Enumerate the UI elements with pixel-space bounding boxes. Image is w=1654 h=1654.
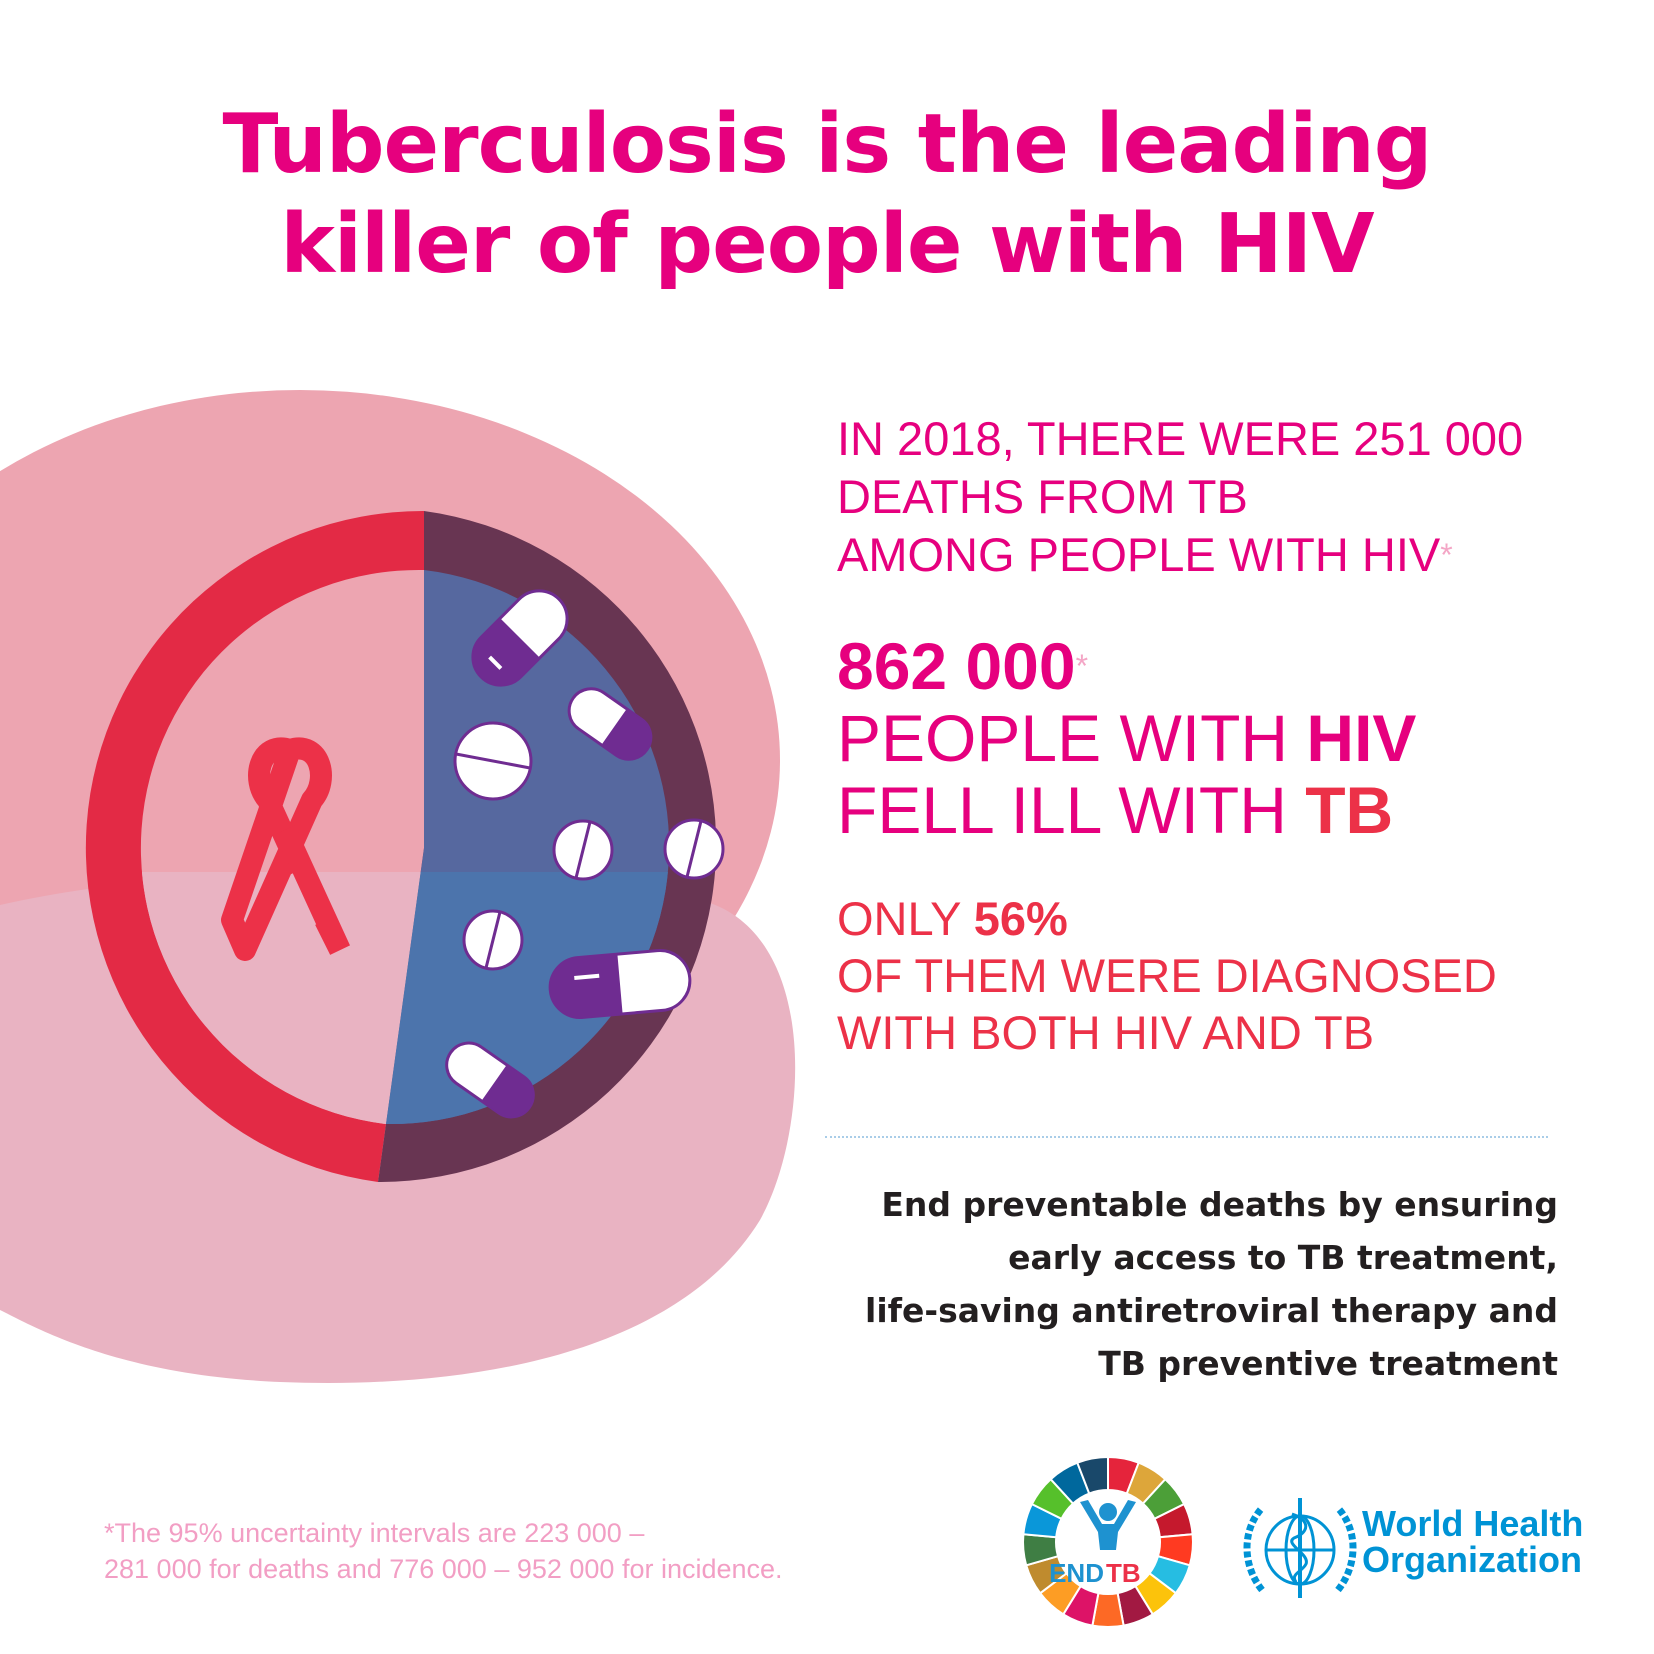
- diagnosed-line-3: WITH BOTH HIV AND TB: [837, 1006, 1375, 1059]
- end-label: END: [1049, 1558, 1104, 1588]
- tablet-icon: [462, 909, 524, 971]
- diagnosed-percent: 56%: [973, 892, 1068, 945]
- deaths-line-3: AMONG PEOPLE WITH HIV: [837, 528, 1441, 581]
- deaths-stat: IN 2018, THERE WERE 251 000 DEATHS FROM …: [837, 410, 1523, 584]
- who-line-2: Organization: [1362, 1539, 1583, 1580]
- end-tb-logo: END TB: [1022, 1455, 1194, 1628]
- diagnosed-stat: ONLY 56% OF THEM WERE DIAGNOSED WITH BOT…: [837, 890, 1497, 1061]
- asterisk: *: [1075, 648, 1089, 684]
- deaths-line-1: IN 2018, THERE WERE 251 000: [837, 412, 1524, 465]
- incidence-tb: TB: [1305, 773, 1394, 847]
- incidence-number: 862 000: [837, 629, 1076, 703]
- diagnosed-prefix: ONLY: [837, 892, 974, 945]
- person-icon: [1080, 1500, 1136, 1550]
- red-ribbon-icon: [221, 737, 350, 961]
- capsule-icon: [471, 589, 569, 687]
- tablet-icon: [453, 721, 533, 801]
- footnote-line-1: *The 95% uncertainty intervals are 223 0…: [104, 1518, 645, 1548]
- who-line-1: World Health: [1362, 1503, 1584, 1544]
- incidence-stat: 862 000* PEOPLE WITH HIV FELL ILL WITH T…: [837, 630, 1416, 846]
- who-emblem: [1243, 1498, 1357, 1598]
- diagnosed-line-2: OF THEM WERE DIAGNOSED: [837, 949, 1497, 1002]
- incidence-hiv: HIV: [1306, 701, 1417, 775]
- deaths-line-2: DEATHS FROM TB: [837, 470, 1248, 523]
- inner-left-lower: [142, 872, 421, 1124]
- tablet-icon: [663, 818, 725, 880]
- who-wordmark: World Health Organization: [1362, 1506, 1583, 1578]
- title-line-1: Tuberculosis is the leading: [222, 97, 1433, 192]
- capsule-icon: [445, 1041, 535, 1119]
- call-to-action: End preventable deaths by ensuring early…: [865, 1178, 1558, 1390]
- cta-line-1: End preventable deaths by ensuring: [881, 1185, 1558, 1224]
- title-line-2: killer of people with HIV: [280, 197, 1374, 292]
- tb-label: TB: [1106, 1558, 1141, 1588]
- footnote-line-2: 281 000 for deaths and 776 000 – 952 000…: [104, 1554, 783, 1584]
- footnote: *The 95% uncertainty intervals are 223 0…: [104, 1515, 783, 1587]
- page-title: Tuberculosis is the leading killer of pe…: [0, 95, 1654, 295]
- divider: [825, 1136, 1548, 1138]
- tablet-icon: [552, 819, 614, 881]
- cta-line-2: early access to TB treatment,: [1008, 1238, 1558, 1277]
- asterisk: *: [1440, 537, 1453, 573]
- cta-line-3: life-saving antiretroviral therapy and: [865, 1291, 1558, 1330]
- illustration: [0, 390, 796, 1383]
- cta-line-4: TB preventive treatment: [1098, 1344, 1558, 1383]
- incidence-line-3: FELL ILL WITH: [837, 773, 1306, 847]
- capsule-icon: [567, 687, 653, 761]
- incidence-line-2: PEOPLE WITH: [837, 701, 1307, 775]
- capsule-icon: [548, 949, 692, 1019]
